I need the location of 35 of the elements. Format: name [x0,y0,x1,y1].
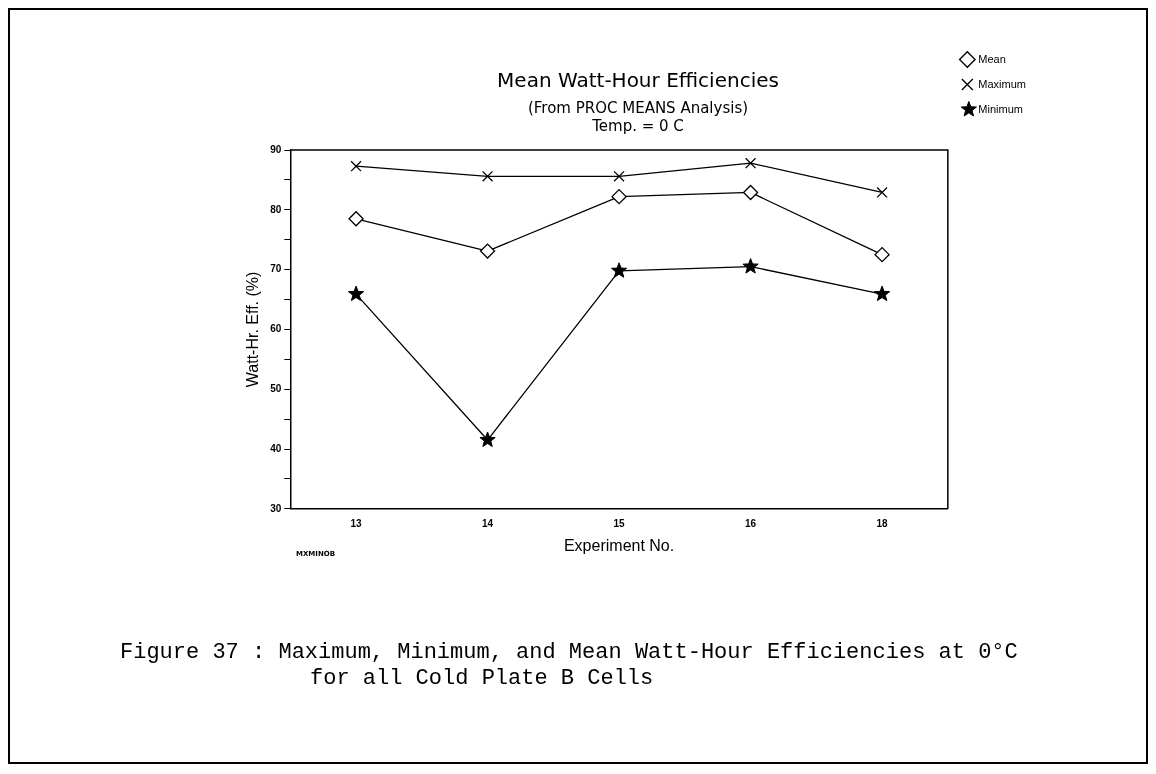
y-axis-title: Watt-Hr. Eff. (%) [244,271,262,388]
chart-title: Mean Watt-Hour Efficiencies [497,68,779,93]
legend-label: Minimum [978,102,1023,115]
point [874,247,890,263]
y-tick-label: 60 [270,323,282,335]
point [742,184,759,201]
point [481,170,494,182]
point [350,160,362,172]
point [613,170,625,182]
y-tick-label: 50 [270,382,282,394]
y-tick-label: 80 [270,203,282,215]
point [742,258,759,274]
point [744,157,757,169]
caption: Figure 37 : Maximum, Minimum, and Mean Watt-Hour Efficiencies at 0°C for all Cold Plate B Cells [120,640,1019,692]
y-tick-label: 90 [270,143,282,155]
legend-label: Mean [978,52,1006,65]
x-tick-label: 15 [613,517,626,529]
y-tick-label: 40 [270,442,282,454]
point [873,285,891,302]
y-tick-label: 70 [270,263,282,275]
x-tick-label: 18 [876,517,889,529]
point [348,211,364,227]
x-tick-label: 13 [350,517,363,529]
point [876,186,888,199]
x-axis-title: Experiment No. [563,536,675,554]
point [611,188,627,205]
legend-label: Maximum [978,77,1026,90]
point [479,243,496,259]
x-tick-label: 16 [745,517,757,529]
x-tick-label: 14 [482,517,494,529]
point [479,431,496,447]
point [610,262,628,278]
chart-subtitle: (From PROC MEANS Analysis) Temp. = 0 C [527,98,749,135]
y-tick-label: 30 [270,502,282,514]
point [347,285,365,302]
